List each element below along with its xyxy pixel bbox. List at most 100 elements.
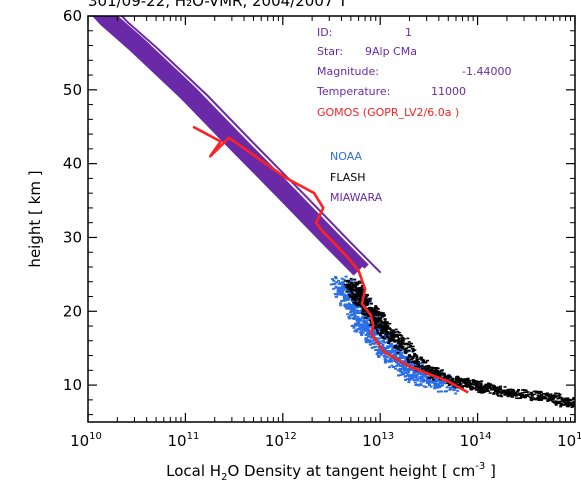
noaa-point [376,354,380,357]
noaa-point [352,318,356,320]
flash-point [355,283,359,286]
noaa-point [413,376,417,379]
flash-point [346,288,350,290]
flash-point [513,392,517,394]
flash-point [349,290,353,293]
flash-point [410,361,414,363]
flash-point [430,377,434,379]
noaa-point [342,288,346,291]
flash-point [435,372,439,374]
flash-point [431,378,435,381]
noaa-point [337,286,341,289]
gomos-line [192,125,469,394]
flash-point [459,380,463,383]
noaa-point [334,285,338,288]
noaa-point [445,386,449,389]
flash-point [564,398,568,400]
noaa-point [381,345,385,348]
flash-point [570,406,574,408]
legend: NOAA FLASH MIAWARA [330,150,383,204]
flash-point [355,282,359,285]
flash-point [541,393,545,395]
noaa-point [384,361,387,364]
info-label-star: Star: [317,45,343,58]
flash-point [499,385,502,388]
flash-point [558,393,562,396]
flash-point [398,340,402,342]
flash-point [395,340,398,342]
flash-point [480,387,483,390]
data-layer [92,16,579,408]
flash-point [369,319,373,322]
noaa-point [343,303,347,306]
flash-point [352,296,356,298]
flash-point [365,304,368,306]
flash-point [568,402,571,404]
flash-point [385,327,389,329]
flash-point [462,380,466,382]
noaa-point [394,354,398,357]
flash-point [383,323,387,326]
flash-point [393,341,397,343]
flash-point [487,382,491,385]
flash-point [560,397,564,399]
noaa-point [398,364,402,367]
flash-point [413,362,417,364]
flash-point [403,350,407,353]
flash-point [376,310,380,313]
flash-point [375,326,379,328]
noaa-point [360,334,364,336]
flash-point [557,397,561,399]
noaa-point [381,344,385,346]
flash-point [553,394,556,396]
noaa-point [419,372,423,375]
y-axis-label: height [ km ] [26,170,44,267]
noaa-point [359,310,363,313]
noaa-point [363,320,367,322]
flash-point [400,338,404,340]
flash-point [496,391,500,393]
flash-point [381,335,385,338]
flash-point [436,370,440,372]
noaa-point [352,304,356,307]
noaa-point [368,341,372,344]
flash-point [352,288,356,291]
flash-point [540,399,543,401]
flash-point [576,398,579,400]
noaa-point [435,383,439,386]
noaa-point [401,365,405,368]
flash-point [411,357,415,359]
flash-point [455,382,459,384]
flash-point [462,378,466,380]
flash-point [477,391,481,393]
flash-point [517,389,521,391]
flash-point [369,308,372,310]
noaa-point [377,355,381,358]
noaa-point [395,343,399,346]
flash-point [566,398,570,400]
noaa-point [334,276,337,278]
flash-point [525,394,529,396]
noaa-point [392,366,395,368]
flash-point [532,393,536,396]
noaa-point [351,314,355,317]
noaa-point [415,371,419,374]
flash-point [562,399,566,401]
noaa-point [350,325,354,327]
flash-point [355,302,359,304]
noaa-point [414,384,418,386]
flash-point [546,400,550,402]
noaa-point [401,372,405,375]
flash-point [422,365,426,368]
flash-point [471,386,475,389]
noaa-point [370,346,374,349]
flash-point [503,386,507,388]
flash-point [385,325,389,328]
flash-point [411,350,415,353]
noaa-point [399,354,403,357]
flash-point [374,321,378,323]
noaa-point [391,346,395,349]
noaa-point [388,345,392,348]
flash-point [410,342,413,345]
